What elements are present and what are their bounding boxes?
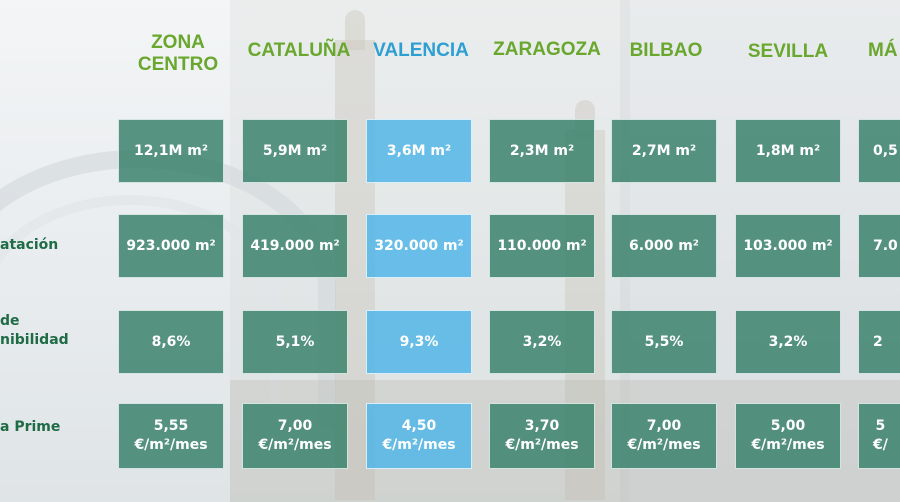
table-cell: 3,2% (735, 310, 841, 374)
table-cell: 3,2% (489, 310, 595, 374)
row-label-contratacion: atación (0, 237, 59, 253)
column-header-sevilla: SEVILLA (747, 41, 829, 62)
table-cell: 9,3% (366, 310, 472, 374)
table-cell: 110.000 m² (489, 214, 595, 278)
table-cell: 2,7M m² (611, 119, 717, 183)
table-cell: 320.000 m² (366, 214, 472, 278)
table-cell: 7,00 €/m²/mes (611, 403, 717, 469)
row-label-renta-prime: a Prime (0, 419, 61, 435)
table-cell: 8,6% (118, 310, 224, 374)
table-cell: 6.000 m² (611, 214, 717, 278)
table-cell: 923.000 m² (118, 214, 224, 278)
table-cell: 7.0 (858, 214, 900, 278)
table-cell: 5,5% (611, 310, 717, 374)
table-cell: 4,50 €/m²/mes (366, 403, 472, 469)
table-cell: 12,1M m² (118, 119, 224, 183)
table-cell: 103.000 m² (735, 214, 841, 278)
table-cell: 0,5 (858, 119, 900, 183)
table-cell: 5,1% (242, 310, 348, 374)
table-cell: 7,00 €/m²/mes (242, 403, 348, 469)
table-cell: 1,8M m² (735, 119, 841, 183)
table-cell: 2 (858, 310, 900, 374)
column-header-malaga: MÁ (868, 40, 898, 61)
column-header-zaragoza: ZARAGOZA (493, 39, 601, 60)
table-cell: 5,9M m² (242, 119, 348, 183)
table-cell: 5 €/ (858, 403, 900, 469)
column-header-cataluna: CATALUÑA (247, 40, 351, 61)
table-cell: 5,55 €/m²/mes (118, 403, 224, 469)
column-header-zona-centro: ZONA CENTRO (137, 32, 219, 75)
table-cell: 3,70 €/m²/mes (489, 403, 595, 469)
column-header-valencia: VALENCIA (373, 40, 469, 61)
column-header-bilbao: BILBAO (629, 40, 703, 61)
table-cell: 2,3M m² (489, 119, 595, 183)
table-cell: 419.000 m² (242, 214, 348, 278)
table-cell: 3,6M m² (366, 119, 472, 183)
row-label-disponibilidad: de nibilidad (0, 313, 69, 348)
table-cell: 5,00 €/m²/mes (735, 403, 841, 469)
